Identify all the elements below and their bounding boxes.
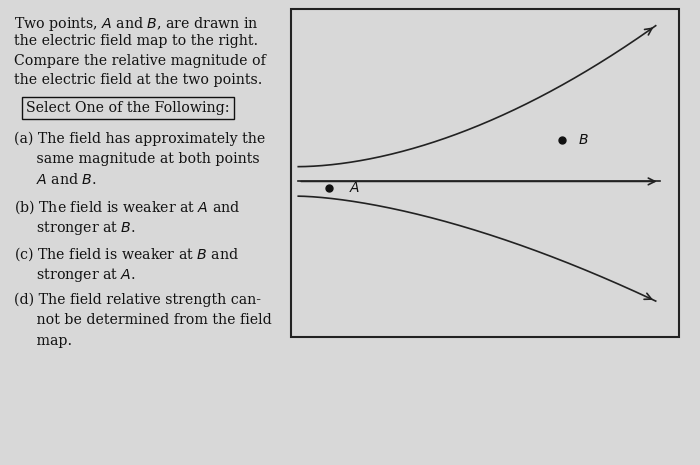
- Text: the electric field map to the right.: the electric field map to the right.: [14, 34, 258, 48]
- Text: Compare the relative magnitude of: Compare the relative magnitude of: [14, 54, 266, 68]
- Text: same magnitude at both points: same magnitude at both points: [14, 152, 260, 166]
- FancyBboxPatch shape: [290, 9, 679, 337]
- Text: Select One of the Following:: Select One of the Following:: [26, 101, 230, 115]
- Text: (b) The field is weaker at $A$ and: (b) The field is weaker at $A$ and: [14, 199, 240, 216]
- Text: stronger at $A$.: stronger at $A$.: [14, 266, 136, 284]
- Text: map.: map.: [14, 333, 72, 347]
- Text: not be determined from the field: not be determined from the field: [14, 313, 272, 327]
- Text: the electric field at the two points.: the electric field at the two points.: [14, 73, 262, 87]
- Text: $B$: $B$: [578, 133, 589, 147]
- Text: (c) The field is weaker at $B$ and: (c) The field is weaker at $B$ and: [14, 246, 239, 263]
- Text: $A$ and $B$.: $A$ and $B$.: [14, 172, 97, 187]
- Text: stronger at $B$.: stronger at $B$.: [14, 219, 136, 237]
- Text: $A$: $A$: [349, 181, 360, 195]
- Text: (a) The field has approximately the: (a) The field has approximately the: [14, 131, 265, 146]
- Text: (d) The field relative strength can-: (d) The field relative strength can-: [14, 292, 261, 307]
- Text: Two points, $A$ and $B$, are drawn in: Two points, $A$ and $B$, are drawn in: [14, 15, 258, 33]
